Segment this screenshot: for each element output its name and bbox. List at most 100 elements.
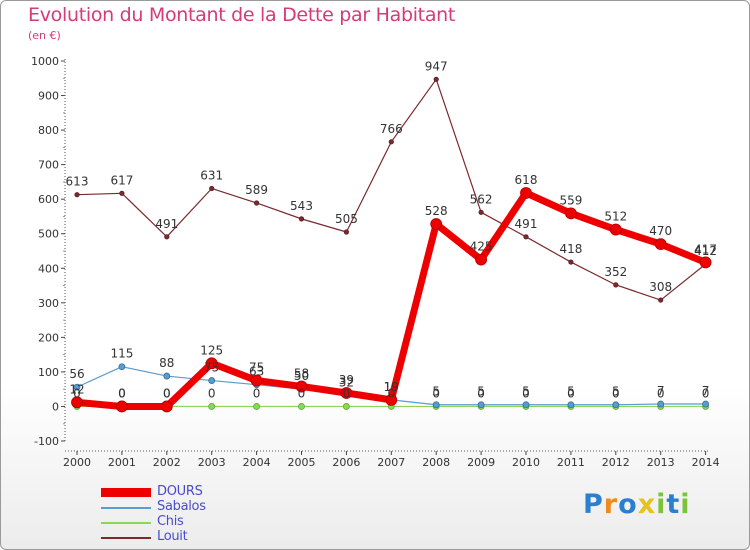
data-point [520, 187, 532, 199]
data-label: 5 [477, 385, 485, 399]
x-tick-label: 2001 [108, 456, 136, 469]
data-point [658, 297, 664, 303]
data-label: 125 [200, 343, 223, 357]
data-point [253, 403, 261, 410]
data-point [702, 400, 709, 408]
data-label: 0 [163, 386, 171, 400]
data-label: 12 [69, 382, 84, 396]
brand-logo: Proxiti [583, 489, 691, 520]
y-tick-label: 500 [38, 228, 59, 241]
x-tick-label: 2002 [153, 456, 181, 469]
legend-swatch [101, 506, 151, 509]
data-point [478, 209, 484, 215]
data-point [163, 372, 171, 380]
data-point [477, 401, 485, 409]
data-point [433, 76, 439, 82]
data-point [71, 396, 83, 409]
data-label: 0 [253, 386, 261, 400]
brand-letter: t [666, 489, 681, 520]
data-point [475, 253, 488, 266]
data-label: 0 [432, 386, 440, 400]
data-label: 19 [384, 380, 399, 394]
data-label: 0 [702, 386, 710, 400]
data-label: 0 [657, 386, 665, 400]
data-label: 88 [159, 356, 174, 370]
data-label: 115 [110, 347, 133, 361]
data-label: 505 [335, 212, 358, 226]
data-label: 0 [567, 386, 575, 400]
data-point [116, 400, 128, 413]
legend-swatch [101, 521, 151, 524]
legend-item: Sabalos [101, 499, 351, 515]
data-point [208, 377, 216, 384]
data-point [522, 401, 530, 409]
data-point [208, 403, 216, 410]
legend-swatch [101, 536, 151, 539]
x-tick-label: 2013 [647, 456, 675, 469]
data-label: 0 [298, 386, 306, 400]
series-louit [74, 76, 709, 303]
data-label: 19 [384, 380, 399, 394]
data-point [250, 374, 263, 387]
data-label: 0 [522, 386, 530, 400]
legend-item: Chis [101, 514, 351, 530]
data-label: 417 [694, 242, 717, 256]
data-label: 0 [73, 386, 81, 400]
data-label: 418 [559, 242, 582, 256]
data-point [568, 259, 574, 265]
data-label: 528 [425, 204, 448, 218]
x-tick-label: 2007 [377, 456, 405, 469]
data-label: 947 [425, 59, 448, 73]
y-tick-label: -100 [34, 435, 59, 448]
brand-letter: P [583, 489, 604, 520]
data-label: 618 [515, 173, 538, 187]
data-point [523, 234, 529, 240]
data-label: 412 [694, 244, 717, 258]
data-point [160, 400, 173, 413]
data-labels: 613 6174916315895435057669475624914183523… [66, 59, 718, 400]
data-label: 0 [612, 386, 620, 400]
series-dours [71, 187, 712, 413]
data-label: 5 [522, 385, 530, 399]
x-tick-label: 2014 [692, 456, 720, 469]
data-label: 32 [339, 375, 354, 389]
data-label: 75 [249, 361, 264, 375]
x-tick-label: 2012 [602, 456, 630, 469]
data-label: 543 [290, 199, 313, 213]
chart-subtitle: (en €) [28, 29, 61, 42]
data-label: 7 [657, 384, 665, 398]
chart-title: Evolution du Montant de la Dette par Hab… [28, 4, 456, 26]
legend: DOURS Sabalos Chis Louit [101, 484, 351, 545]
data-label: 559 [559, 193, 582, 207]
data-point [657, 400, 665, 408]
data-label: 0 [118, 386, 126, 400]
data-label: 5 [612, 385, 620, 399]
x-tick-label: 2010 [512, 456, 540, 469]
x-tick-label: 2005 [288, 456, 316, 469]
data-point [342, 403, 350, 410]
brand-letter: x [637, 489, 657, 520]
data-label: 56 [69, 367, 84, 381]
data-label: 308 [649, 280, 672, 294]
data-label: 589 [245, 183, 268, 197]
data-point [298, 216, 305, 222]
y-tick-label: 900 [38, 90, 59, 103]
data-label: 766 [380, 122, 403, 136]
legend-item: Louit [101, 529, 351, 545]
data-point [565, 207, 577, 220]
data-label: 5 [432, 385, 440, 399]
data-label: 425 [470, 240, 493, 254]
data-point [388, 139, 394, 145]
y-tick-label: 600 [38, 193, 59, 206]
data-point [254, 200, 260, 206]
data-point [385, 393, 398, 406]
data-point [612, 401, 620, 409]
y-tick-label: 700 [38, 159, 59, 172]
y-tick-label: 400 [38, 262, 59, 275]
data-point [432, 401, 440, 409]
y-tick-label: 300 [38, 297, 59, 310]
data-label: 50 [294, 369, 309, 383]
data-label: 562 [470, 192, 493, 206]
